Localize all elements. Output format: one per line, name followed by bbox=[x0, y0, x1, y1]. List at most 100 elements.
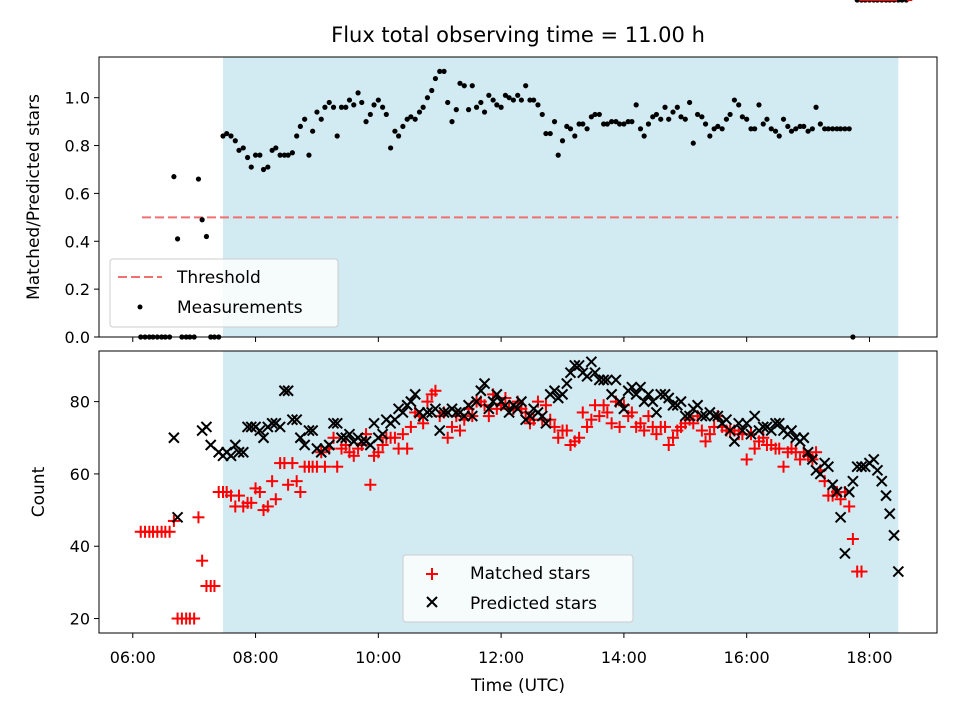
matched-marker bbox=[748, 442, 761, 455]
measurement-point bbox=[817, 121, 823, 127]
matched-marker bbox=[192, 511, 205, 524]
measurement-point bbox=[388, 145, 394, 151]
count-y-axis-label: Count bbox=[29, 466, 49, 517]
measurement-point bbox=[822, 126, 828, 132]
predicted-marker bbox=[618, 403, 630, 415]
measurement-point bbox=[690, 140, 696, 146]
matched-marker bbox=[429, 384, 442, 397]
predicted-marker bbox=[839, 547, 851, 560]
matched-marker bbox=[634, 417, 647, 430]
predicted-marker bbox=[356, 435, 368, 448]
measurement-point bbox=[494, 102, 500, 108]
measurement-point bbox=[195, 176, 202, 182]
predicted-marker bbox=[548, 385, 561, 397]
matched-marker bbox=[605, 417, 618, 430]
predicted-marker bbox=[331, 417, 343, 430]
measurement-point bbox=[650, 114, 656, 120]
legend-predicted-label: Predicted stars bbox=[470, 594, 597, 614]
measurement-point bbox=[171, 174, 177, 180]
matched-marker bbox=[699, 435, 712, 448]
measurement-point bbox=[240, 145, 246, 151]
measurement-point bbox=[617, 121, 623, 127]
matched-marker bbox=[196, 554, 209, 567]
measurement-point bbox=[518, 97, 524, 103]
predicted-marker bbox=[876, 475, 888, 487]
matched-marker bbox=[560, 424, 573, 437]
measurement-point bbox=[613, 119, 619, 125]
measurement-point bbox=[420, 104, 426, 110]
measurement-point bbox=[686, 99, 693, 106]
predicted-marker bbox=[642, 388, 655, 401]
matched-marker bbox=[794, 453, 807, 466]
matched-marker bbox=[417, 417, 430, 430]
measurement-point bbox=[412, 116, 418, 122]
ratio-y-tick-label: 0.8 bbox=[65, 137, 90, 156]
measurement-point bbox=[281, 152, 288, 158]
predicted-marker bbox=[748, 410, 761, 422]
measurement-point bbox=[772, 128, 779, 134]
matched-marker bbox=[601, 406, 614, 419]
predicted-marker bbox=[524, 410, 536, 422]
matched-marker bbox=[650, 428, 663, 441]
time-x-tick-label: 16:00 bbox=[724, 648, 770, 667]
predicted-marker bbox=[855, 460, 868, 473]
matched-marker bbox=[659, 420, 672, 433]
predicted-marker bbox=[323, 439, 335, 451]
ratio-y-tick-label: 0.6 bbox=[65, 184, 90, 203]
legend-threshold-label: Threshold bbox=[176, 268, 261, 288]
measurement-point bbox=[510, 97, 516, 103]
predicted-marker bbox=[466, 410, 478, 422]
matched-marker bbox=[593, 410, 606, 423]
matched-marker bbox=[253, 486, 266, 498]
predicted-marker bbox=[626, 381, 638, 393]
predicted-marker bbox=[712, 410, 724, 422]
measurement-point bbox=[277, 152, 283, 158]
measurement-point bbox=[694, 111, 701, 118]
predicted-marker bbox=[409, 388, 421, 401]
measurement-point bbox=[776, 133, 782, 139]
matched-marker bbox=[266, 475, 279, 488]
predicted-marker bbox=[638, 395, 650, 408]
ratio-y-tick-label: 0.2 bbox=[65, 280, 90, 299]
matched-marker bbox=[855, 565, 868, 578]
ratio-y-tick-label: 0.0 bbox=[65, 328, 90, 347]
measurement-point bbox=[674, 104, 680, 110]
predicted-marker bbox=[720, 413, 733, 426]
predicted-marker bbox=[785, 424, 798, 437]
matched-marker bbox=[232, 489, 245, 502]
predicted-marker bbox=[327, 417, 340, 430]
measurement-point bbox=[551, 119, 558, 125]
measurement-point bbox=[220, 133, 226, 139]
measurement-point bbox=[736, 102, 742, 108]
matched-marker bbox=[695, 424, 708, 437]
count-y-tick-label: 80 bbox=[70, 393, 90, 412]
measurement-point bbox=[727, 111, 733, 118]
predicted-marker bbox=[257, 432, 270, 444]
counts-panel: 20 40 60 80 06:00 08:00 10:00 12:00 14:00 16:00 1… bbox=[29, 0, 938, 696]
predicted-marker bbox=[478, 377, 491, 390]
measurement-point bbox=[375, 97, 381, 103]
matched-marker bbox=[773, 442, 786, 455]
measurement-point bbox=[322, 104, 328, 110]
matched-marker bbox=[401, 442, 414, 455]
legend-matched-label: Matched stars bbox=[470, 564, 590, 584]
predicted-marker bbox=[343, 428, 356, 440]
measurement-point bbox=[621, 121, 627, 127]
measurement-point bbox=[588, 114, 594, 120]
measurement-point bbox=[248, 164, 254, 170]
matched-marker bbox=[539, 399, 552, 412]
matched-marker bbox=[573, 431, 586, 444]
predicted-marker bbox=[282, 385, 294, 397]
measurement-point bbox=[252, 152, 259, 158]
measurement-point bbox=[395, 133, 402, 139]
measurement-point bbox=[473, 104, 480, 110]
measurement-point bbox=[432, 75, 439, 82]
ratio-axes-frame bbox=[98, 56, 938, 338]
measurement-point bbox=[346, 97, 353, 103]
predicted-marker bbox=[421, 406, 434, 419]
predicted-marker bbox=[303, 424, 315, 437]
predicted-marker bbox=[470, 395, 483, 408]
measurement-point bbox=[306, 152, 312, 158]
predicted-marker bbox=[683, 410, 696, 422]
measurement-point bbox=[629, 119, 635, 125]
